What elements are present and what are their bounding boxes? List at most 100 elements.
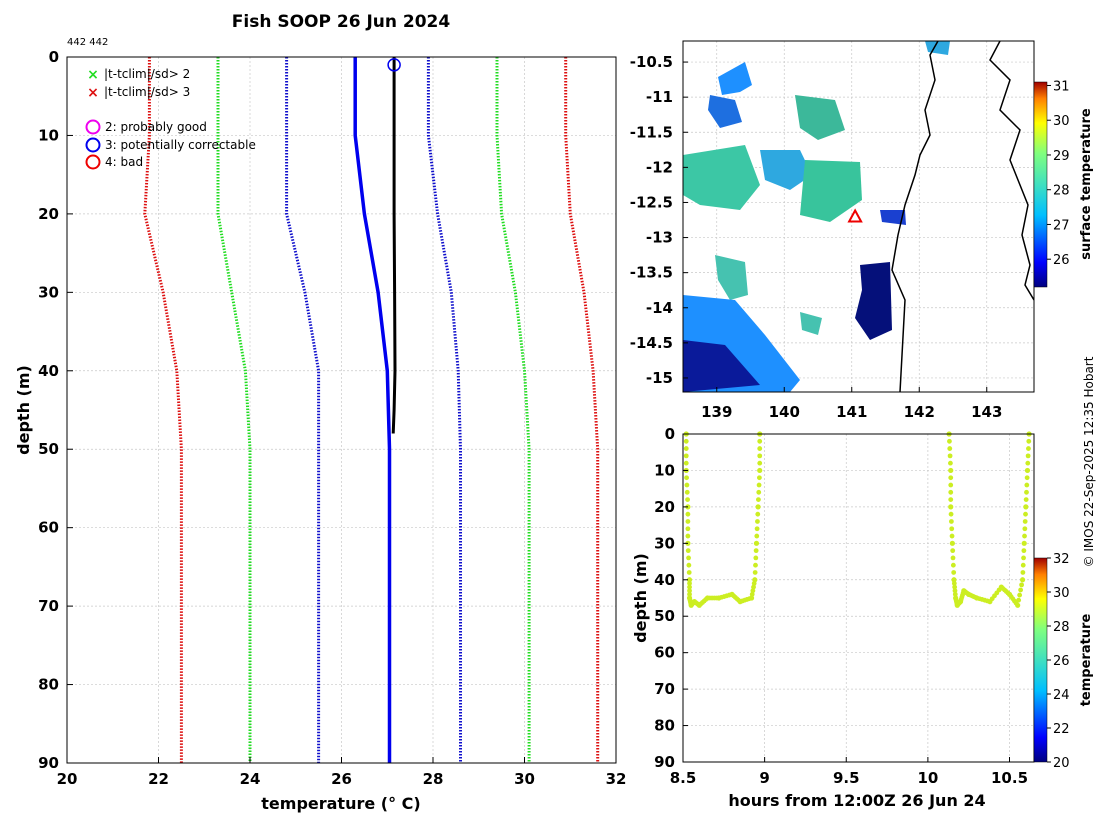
td-y-tick-label: 10 <box>654 461 675 479</box>
legend-qc3-marker <box>85 137 101 153</box>
td-y-tick-label: 30 <box>654 534 675 552</box>
qc-marker <box>387 58 401 72</box>
td-x-tick-label: 10.5 <box>991 769 1028 787</box>
td-point <box>1026 438 1032 444</box>
td-point <box>948 511 954 517</box>
td-point <box>751 584 756 590</box>
td-point <box>1024 467 1031 474</box>
profile-gridlines <box>66 56 617 764</box>
td-point <box>948 519 954 524</box>
coastline-east <box>989 41 1034 301</box>
td-y-tick-label: 20 <box>654 498 675 516</box>
td-point <box>1021 548 1027 554</box>
map-colorbar <box>1033 81 1048 288</box>
td-point <box>949 533 955 539</box>
map-y-tick-label: -12 <box>646 158 673 176</box>
series-clim-1sd <box>285 57 321 763</box>
y-tick-label: 10 <box>38 126 59 144</box>
legend-flag-2-symbol: × <box>87 67 99 83</box>
x-tick-label: 30 <box>514 770 535 788</box>
td-point <box>683 438 689 444</box>
td-point <box>752 577 758 583</box>
x-tick-label: 28 <box>423 770 444 788</box>
td-x-tick-label: 9 <box>759 769 769 787</box>
td-point <box>1019 577 1026 583</box>
td-point <box>1024 489 1029 495</box>
td-point <box>686 555 691 561</box>
td-y-tick-label: 90 <box>654 753 675 771</box>
td-point <box>1016 597 1022 603</box>
td-point <box>1018 587 1024 593</box>
sst-patch <box>760 150 812 190</box>
sst-patch <box>800 312 822 335</box>
map-ticks: 139 140 141 142 143 -10.5 -11 -11.5 -12 -12.5 -13 -… <box>630 53 1003 421</box>
timedepth-colorbar-ticks: 20 22 24 26 28 30 32 <box>1047 552 1070 771</box>
y-tick-label: 0 <box>49 48 59 66</box>
td-point <box>748 595 755 601</box>
series-climatology-mean <box>353 57 392 763</box>
td-point <box>687 588 692 594</box>
td-y-tick-label: 70 <box>654 680 675 698</box>
map-colorbar-tick-label: 31 <box>1053 79 1070 94</box>
td-point <box>952 588 958 594</box>
sst-patch <box>855 262 892 340</box>
td-point <box>947 438 952 444</box>
td-point <box>948 504 954 510</box>
td-point <box>951 581 957 586</box>
sst-patch <box>683 340 760 392</box>
legend-qc2-marker <box>85 119 101 135</box>
y-tick-label: 90 <box>38 754 59 772</box>
sst-patch <box>718 62 752 95</box>
td-point <box>1020 570 1026 575</box>
td-x-tick-label: 8.5 <box>670 769 697 787</box>
map-colorbar-tick-label: 28 <box>1053 184 1070 199</box>
td-point <box>1022 533 1027 539</box>
td-point <box>1023 504 1029 510</box>
x-tick-label: 20 <box>57 770 78 788</box>
td-colorbar-tick-label: 26 <box>1053 654 1070 669</box>
td-point <box>947 446 953 451</box>
series-clim-2sd <box>216 57 252 763</box>
map-x-tick-label: 141 <box>836 403 867 421</box>
coastline-west <box>891 41 939 392</box>
td-point <box>950 562 956 568</box>
td-point <box>684 475 689 481</box>
td-point <box>755 519 760 524</box>
map-y-tick-label: -15 <box>646 369 673 387</box>
profile-plot: 20 22 24 26 28 30 32 0 10 20 30 40 50 60 70 80 90 × |t-t… <box>14 48 626 813</box>
td-point <box>683 446 689 451</box>
td-point <box>1024 475 1030 481</box>
y-tick-label: 20 <box>38 205 59 223</box>
td-y-tick-label: 40 <box>654 571 675 589</box>
series-clim-3sd <box>564 57 600 763</box>
x-tick-label: 24 <box>240 770 261 788</box>
legend-qc4-label: 4: bad <box>105 155 143 169</box>
station-marker-triangle <box>847 208 863 223</box>
td-colorbar-tick-label: 24 <box>1053 688 1070 703</box>
td-point <box>686 570 692 575</box>
td-point <box>1020 562 1026 568</box>
map-y-tick-label: -13.5 <box>630 264 673 282</box>
td-point <box>686 562 692 568</box>
sst-patch <box>683 145 760 210</box>
td-point <box>750 588 756 594</box>
td-point <box>950 555 956 561</box>
sst-patch <box>880 210 906 225</box>
td-point <box>949 526 955 532</box>
legend-qc3-label: 3: potentially correctable <box>105 138 256 152</box>
td-point <box>756 489 762 495</box>
td-colorbar-tick-label: 20 <box>1053 756 1070 771</box>
td-point <box>753 540 760 546</box>
td-point <box>683 453 689 459</box>
td-point <box>757 467 763 474</box>
td-point <box>948 497 954 502</box>
profile-legend: × |t-tclim|/sd> 2 × |t-tclim|/sd> 3 2: p… <box>85 67 256 170</box>
legend-flag-3-symbol: × <box>87 85 99 101</box>
td-point <box>1015 602 1021 608</box>
td-x-tick-label: 10 <box>917 769 938 787</box>
td-point <box>951 570 957 575</box>
td-point <box>951 577 957 583</box>
figure-title: Fish SOOP 26 Jun 2024 <box>232 12 451 32</box>
y-tick-label: 30 <box>38 283 59 301</box>
td-point <box>753 548 759 554</box>
